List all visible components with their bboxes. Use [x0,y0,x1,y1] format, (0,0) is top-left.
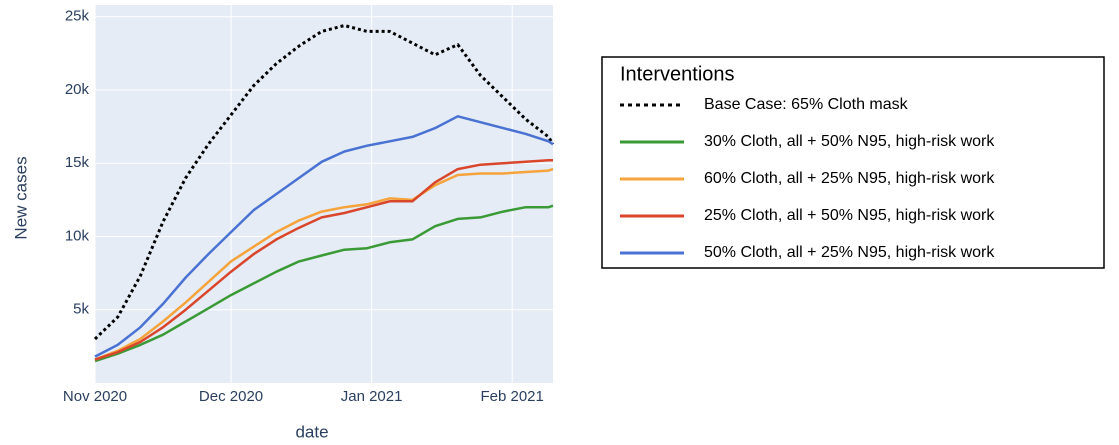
x-tick-label: Nov 2020 [63,388,127,405]
y-axis-label: New cases [11,156,30,239]
legend-label: 60% Cloth, all + 25% N95, high-risk work [704,170,995,187]
data-line [94,167,554,361]
plot-area [93,5,555,383]
legend: Interventions Base Case: 65% Cloth mask 3… [601,56,1105,269]
x-tick-label: Jan 2021 [341,388,403,405]
legend-box [601,56,1105,269]
legend-label: Base Case: 65% Cloth mask [704,96,909,113]
x-axis-label: date [295,422,328,441]
legend-label: 25% Cloth, all + 50% N95, high-risk work [704,207,995,224]
y-tick-label: 5k [73,301,89,318]
y-tick-label: 15k [65,154,90,171]
y-tick-label: 20k [65,81,90,98]
y-tick-label: 10k [65,227,90,244]
data-line [94,159,553,361]
data-line [94,115,554,358]
x-tick-label: Dec 2020 [199,388,263,405]
legend-label: 30% Cloth, all + 50% N95, high-risk work [704,133,995,150]
data-line [94,204,554,363]
legend-label: 50% Cloth, all + 25% N95, high-risk work [704,244,995,261]
legend-title: Interventions [620,63,735,85]
x-tick-label: Feb 2021 [480,388,543,405]
y-tick-label: 25k [65,8,90,25]
